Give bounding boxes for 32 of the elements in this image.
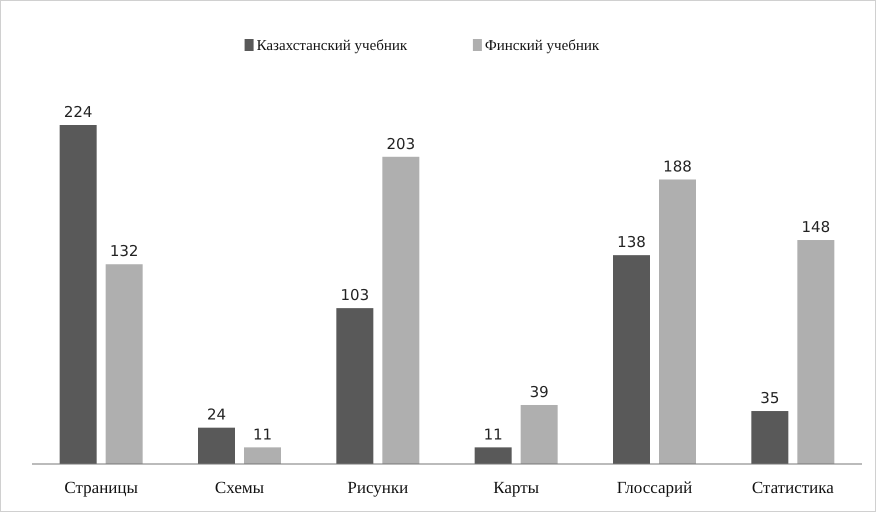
data-label: 203: [386, 134, 416, 153]
data-label: 35: [760, 389, 780, 408]
legend-label: Финский учебник: [484, 38, 600, 54]
bar: [474, 447, 512, 464]
bar: [244, 447, 281, 464]
bar: [336, 308, 374, 464]
bar: [382, 156, 420, 464]
bar: [659, 179, 696, 464]
data-label: 224: [64, 103, 92, 121]
bar: [520, 404, 558, 464]
x-tick-label: Страницы: [64, 478, 138, 497]
bar: [797, 240, 834, 464]
data-label: 39: [530, 382, 549, 401]
x-tick-label: Рисунки: [347, 478, 408, 497]
data-label: 103: [340, 286, 370, 304]
x-tick-label: Схемы: [214, 478, 265, 497]
bar: [751, 411, 788, 464]
bar: [198, 428, 235, 464]
bar: [613, 255, 650, 464]
legend-label: Казахстанский учебник: [256, 38, 408, 54]
data-label: 188: [663, 157, 692, 176]
data-label: 132: [110, 242, 138, 260]
x-tick-label: Карты: [493, 478, 540, 497]
x-tick-label: Глоссарий: [616, 478, 692, 497]
bar: [60, 125, 97, 464]
bar: [106, 264, 143, 464]
data-label: 138: [617, 233, 646, 252]
data-label: 11: [252, 425, 272, 444]
x-tick-label: Статистика: [752, 478, 834, 497]
data-label: 11: [484, 425, 503, 444]
data-label: 24: [206, 406, 226, 424]
data-label: 148: [802, 218, 830, 236]
